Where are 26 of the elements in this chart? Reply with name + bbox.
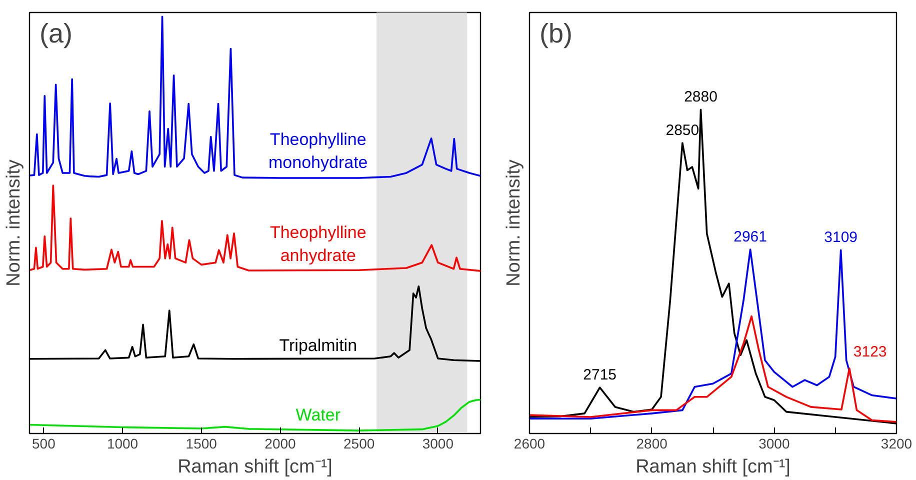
x-tick-label: 2500 xyxy=(344,436,375,452)
x-axis-title: Raman shift [cm⁻¹] xyxy=(178,456,332,478)
x-tick-label: 1000 xyxy=(106,436,138,452)
annotation: 2850 xyxy=(666,122,700,140)
annotation: 2961 xyxy=(734,228,767,246)
annotation: 2880 xyxy=(684,88,718,106)
x-tick-label: 500 xyxy=(32,436,56,452)
y-axis-title: Norm. intensity xyxy=(4,159,24,286)
series-label: Tripalmitin xyxy=(279,336,358,355)
series-label: Theophylline monohydrate xyxy=(268,130,368,172)
x-tick-label: 3000 xyxy=(422,436,454,452)
x-tick-label: 3200 xyxy=(880,436,912,452)
annotation: 3109 xyxy=(824,229,858,246)
annotation: 3123 xyxy=(853,343,887,360)
x-tick-label: 2600 xyxy=(514,436,546,452)
series-label: Water xyxy=(296,406,341,425)
x-axis-title: Raman shift [cm⁻¹] xyxy=(636,456,790,478)
chart-title: (a) xyxy=(40,18,72,48)
x-tick-label: 2800 xyxy=(636,436,668,452)
x-tick-label: 3000 xyxy=(758,436,790,452)
chart-title: (b) xyxy=(540,18,572,48)
annotation: 2715 xyxy=(583,366,617,384)
x-tick-label: 1500 xyxy=(186,436,218,452)
x-tick-label: 2000 xyxy=(264,436,296,452)
y-axis-title: Norm. intensity xyxy=(504,159,524,286)
series-label: Theophylline anhydrate xyxy=(270,223,366,265)
